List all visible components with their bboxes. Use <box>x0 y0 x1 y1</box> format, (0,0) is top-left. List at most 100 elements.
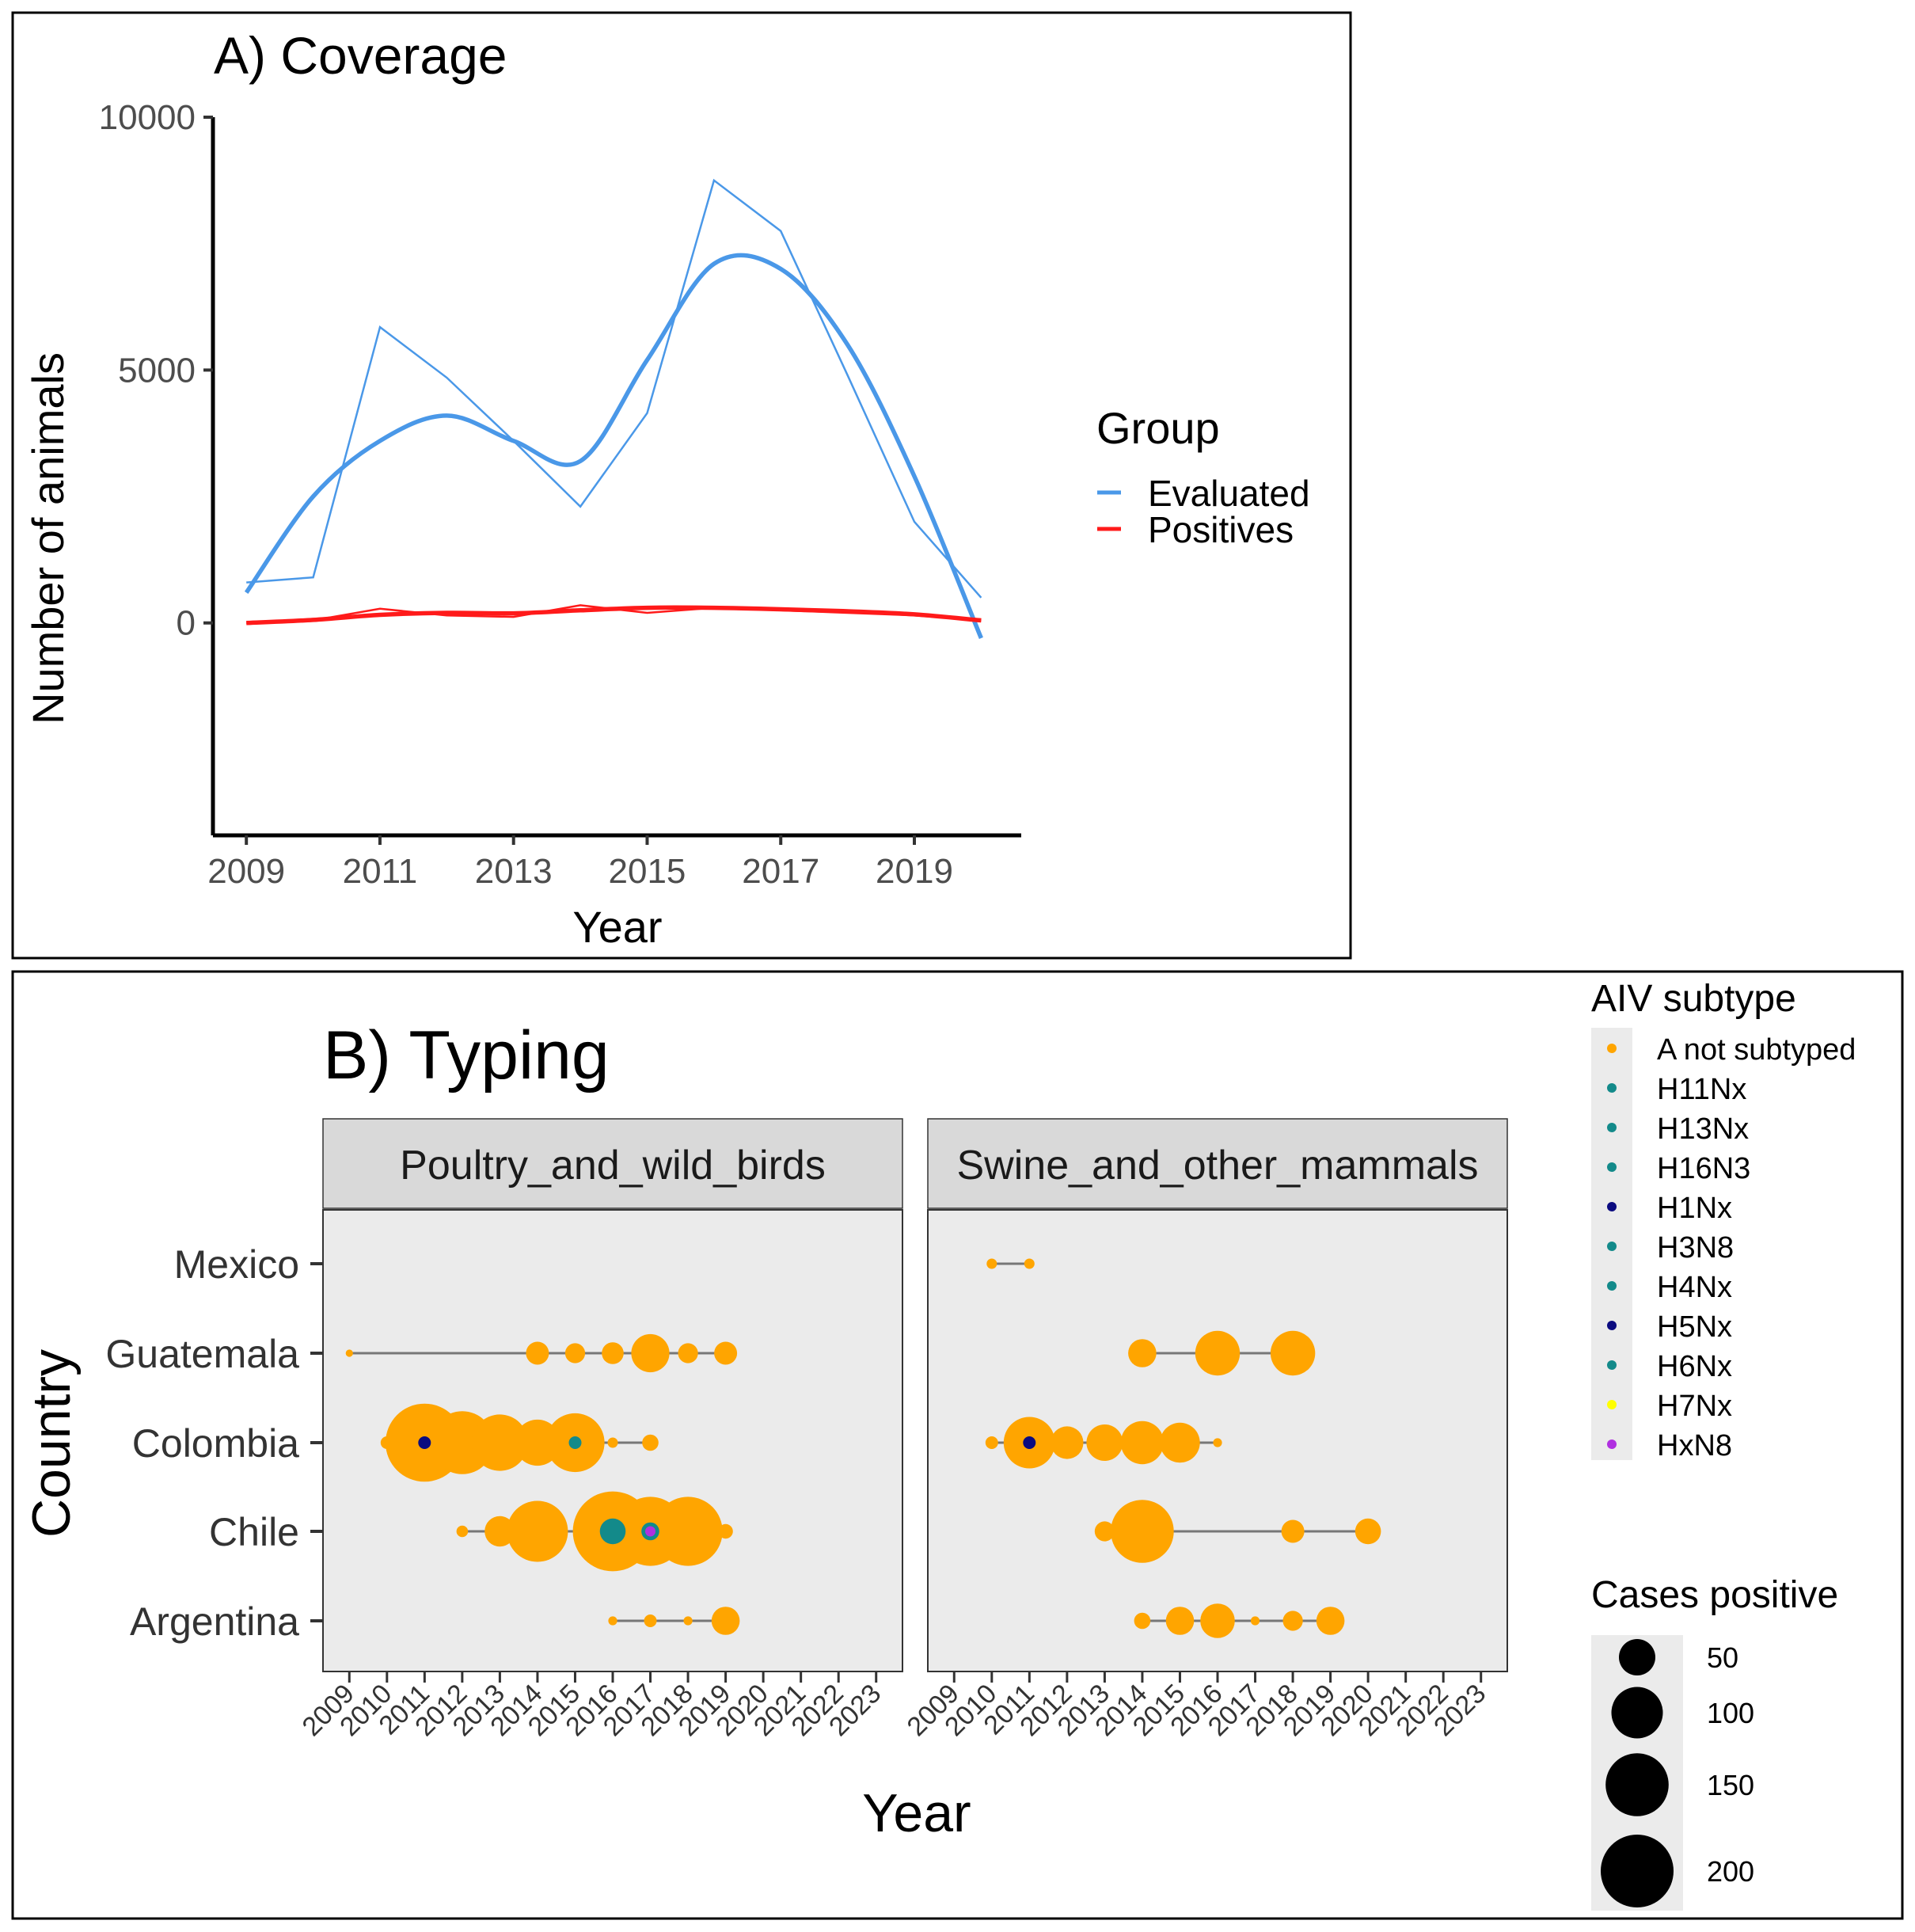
country-label-mexico: Mexico <box>174 1242 299 1287</box>
subtype-legend: AIV subtype A not subtyped H11Nx H13Nx H16N… <box>1591 978 1856 1462</box>
facet-strip <box>927 1118 1508 1209</box>
bubble-guatemala-2018 <box>1270 1330 1316 1376</box>
bubble-guatemala-2019 <box>714 1341 738 1365</box>
bubble-colombia-2012 <box>1051 1426 1084 1459</box>
coverage-x-tick-label: 2011 <box>343 852 418 891</box>
subtype-label-h5nx: H5Nx <box>1657 1310 1732 1344</box>
coverage-chart: A) Coverage Number of animals Year 0 5000… <box>11 11 1352 960</box>
bubble-mexico-2010 <box>986 1258 997 1269</box>
subtype-key-h4nx <box>1607 1281 1617 1291</box>
bubble-chile-2016 <box>599 1518 626 1545</box>
series-line-evaluated <box>246 178 982 599</box>
coverage-legend-title: Group <box>1096 403 1220 453</box>
bubble-chile-2014 <box>1111 1500 1174 1563</box>
bubble-colombia-2015 <box>1160 1422 1200 1463</box>
facet-poultry-and-wild-birds: Poultry_and_wild_birds200920102011201220… <box>297 1118 903 1742</box>
cases-label-50: 50 <box>1707 1641 1738 1674</box>
bubble-argentina-2017 <box>644 1614 657 1627</box>
country-label-chile: Chile <box>209 1510 299 1554</box>
coverage-legend: Group Evaluated Positives <box>1096 403 1310 550</box>
typing-x-axis-title: Year <box>862 1783 971 1843</box>
bubble-guatemala-2016 <box>602 1342 624 1364</box>
subtype-key-h6nx <box>1607 1360 1617 1370</box>
typing-chart-frame <box>11 970 1904 1920</box>
bubble-colombia-2016 <box>1213 1438 1222 1447</box>
coverage-y-tick-label: 10000 <box>99 98 196 137</box>
coverage-axes: 0 5000 10000 2009 2011 2013 2015 2017 2019 <box>99 98 1021 891</box>
coverage-x-axis-title: Year <box>572 902 662 952</box>
bubble-colombia-2011 <box>1023 1436 1036 1449</box>
coverage-y-axis-title: Number of animals <box>23 352 73 724</box>
facet-swine-and-other-mammals: Swine_and_other_mammals20092010201120122… <box>902 1118 1508 1742</box>
coverage-y-tick-label: 0 <box>177 604 196 643</box>
cases-label-100: 100 <box>1707 1697 1754 1729</box>
subtype-key-h5nx <box>1607 1321 1617 1330</box>
subtype-legend-title: AIV subtype <box>1591 978 1796 1020</box>
bubble-colombia-2013 <box>1086 1424 1123 1461</box>
bubble-chile-2013 <box>484 1516 515 1547</box>
bubble-chile-2019 <box>718 1523 733 1539</box>
smooth-line-positives <box>246 605 982 626</box>
cases-legend-title: Cases positive <box>1591 1574 1838 1616</box>
coverage-x-tick-label: 2019 <box>876 852 953 891</box>
country-label-guatemala: Guatemala <box>105 1332 299 1376</box>
cases-label-150: 150 <box>1707 1769 1754 1801</box>
bubble-colombia-2017 <box>642 1434 659 1451</box>
bubble-mexico-2011 <box>1024 1258 1035 1269</box>
subtype-key-h3n8 <box>1607 1242 1617 1251</box>
bubble-colombia-2016 <box>607 1437 618 1448</box>
typing-y-axis-title: Country <box>21 1349 82 1538</box>
facet-strip <box>322 1118 903 1209</box>
bubble-argentina-2019 <box>711 1607 740 1635</box>
bubble-colombia-2015 <box>568 1436 582 1449</box>
bubble-guatemala-2014 <box>526 1341 549 1365</box>
bubble-argentina-2015 <box>1165 1607 1195 1635</box>
bubble-chile-2012 <box>456 1525 469 1538</box>
typing-chart: B) Typing Country Year Mexico Guatemala Co… <box>11 970 1904 1920</box>
subtype-label-hxn8: HxN8 <box>1657 1429 1732 1462</box>
cases-key-100 <box>1611 1687 1663 1739</box>
cases-key-200 <box>1601 1835 1674 1907</box>
cases-label-200: 200 <box>1707 1855 1754 1888</box>
coverage-x-tick-label: 2017 <box>742 852 819 891</box>
subtype-key-a-not-subtyped <box>1607 1044 1617 1053</box>
typing-facets: MexicoGuatemalaColombiaChileArgentinaPou… <box>105 1118 1508 1742</box>
smooth-line-evaluated <box>244 253 983 639</box>
subtype-label-h7nx: H7Nx <box>1657 1390 1732 1423</box>
subtype-label-h1nx: H1Nx <box>1657 1192 1732 1225</box>
subtype-label-h6nx: H6Nx <box>1657 1350 1732 1383</box>
bubble-chile-2017 <box>645 1526 655 1537</box>
bubble-chile-2018 <box>653 1497 723 1566</box>
legend-label-positives: Positives <box>1148 509 1294 550</box>
bubble-argentina-2016 <box>608 1616 617 1626</box>
bubble-chile-2020 <box>1355 1518 1381 1545</box>
bubble-argentina-2016 <box>1200 1603 1235 1638</box>
bubble-colombia-2014 <box>514 1419 561 1466</box>
bubble-guatemala-2009 <box>345 1349 353 1357</box>
subtype-key-h16n3 <box>1607 1162 1617 1172</box>
coverage-series <box>244 178 983 639</box>
subtype-label-h13nx: H13Nx <box>1657 1112 1749 1146</box>
typing-title: B) Typing <box>323 1017 610 1093</box>
coverage-x-tick-label: 2013 <box>475 852 553 891</box>
subtype-key-h7nx <box>1607 1400 1617 1409</box>
cases-key-50 <box>1619 1639 1655 1675</box>
bubble-guatemala-2015 <box>564 1343 586 1363</box>
bubble-argentina-2017 <box>1250 1616 1260 1626</box>
bubble-chile-2014 <box>507 1500 568 1562</box>
bubble-colombia-2010 <box>380 1436 393 1449</box>
subtype-key-h1nx <box>1607 1202 1617 1211</box>
bubble-guatemala-2018 <box>678 1343 698 1363</box>
bubble-argentina-2018 <box>1282 1611 1303 1631</box>
facet-strip-label: Swine_and_other_mammals <box>956 1143 1478 1188</box>
subtype-label-h16n3: H16N3 <box>1657 1152 1750 1185</box>
bubble-colombia-2011 <box>418 1436 431 1449</box>
cases-key-150 <box>1605 1753 1669 1816</box>
bubble-chile-2018 <box>1281 1519 1305 1543</box>
bubble-argentina-2019 <box>1316 1607 1345 1635</box>
bubble-guatemala-2017 <box>631 1333 670 1373</box>
legend-label-evaluated: Evaluated <box>1148 473 1310 514</box>
cases-legend: Cases positive 50 100 150 200 <box>1591 1574 1838 1911</box>
bubble-guatemala-2014 <box>1128 1339 1157 1367</box>
